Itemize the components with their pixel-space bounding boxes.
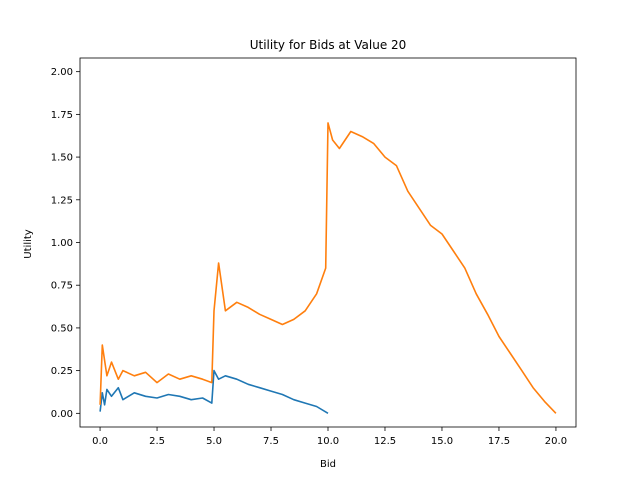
x-tick-label: 5.0 — [206, 436, 222, 447]
plot-area: 0.0 2.5 5.0 7.5 10.0 12.5 15.0 17.5 20.0 0.00 0.25… — [51, 57, 577, 447]
x-tick-label: 17.5 — [488, 436, 510, 447]
y-tick-label: 0.25 — [51, 366, 73, 377]
y-tick-label: 2.00 — [51, 67, 73, 78]
y-tick-label: 0.00 — [51, 409, 73, 420]
series-line-1 — [99, 369, 329, 414]
x-tick-label: 10.0 — [317, 436, 339, 447]
x-tick-label: 15.0 — [431, 436, 453, 447]
y-axis-label: Utility — [23, 229, 34, 258]
y-tick-label: 0.75 — [51, 281, 73, 292]
x-tick-label: 2.5 — [149, 436, 165, 447]
chart-title: Utility for Bids at Value 20 — [250, 38, 407, 52]
x-tick-label: 0.0 — [92, 436, 108, 447]
y-tick-label: 1.25 — [51, 195, 73, 206]
x-tick-label: 7.5 — [263, 436, 279, 447]
series-line-2 — [99, 122, 557, 414]
x-axis-label: Bid — [320, 459, 336, 470]
x-tick-label: 20.0 — [545, 436, 567, 447]
y-tick-label: 1.75 — [51, 110, 73, 121]
y-tick-label: 0.50 — [51, 323, 73, 334]
y-tick-label: 1.00 — [51, 238, 73, 249]
x-tick-label: 12.5 — [374, 436, 396, 447]
y-tick-label: 1.50 — [51, 153, 73, 164]
